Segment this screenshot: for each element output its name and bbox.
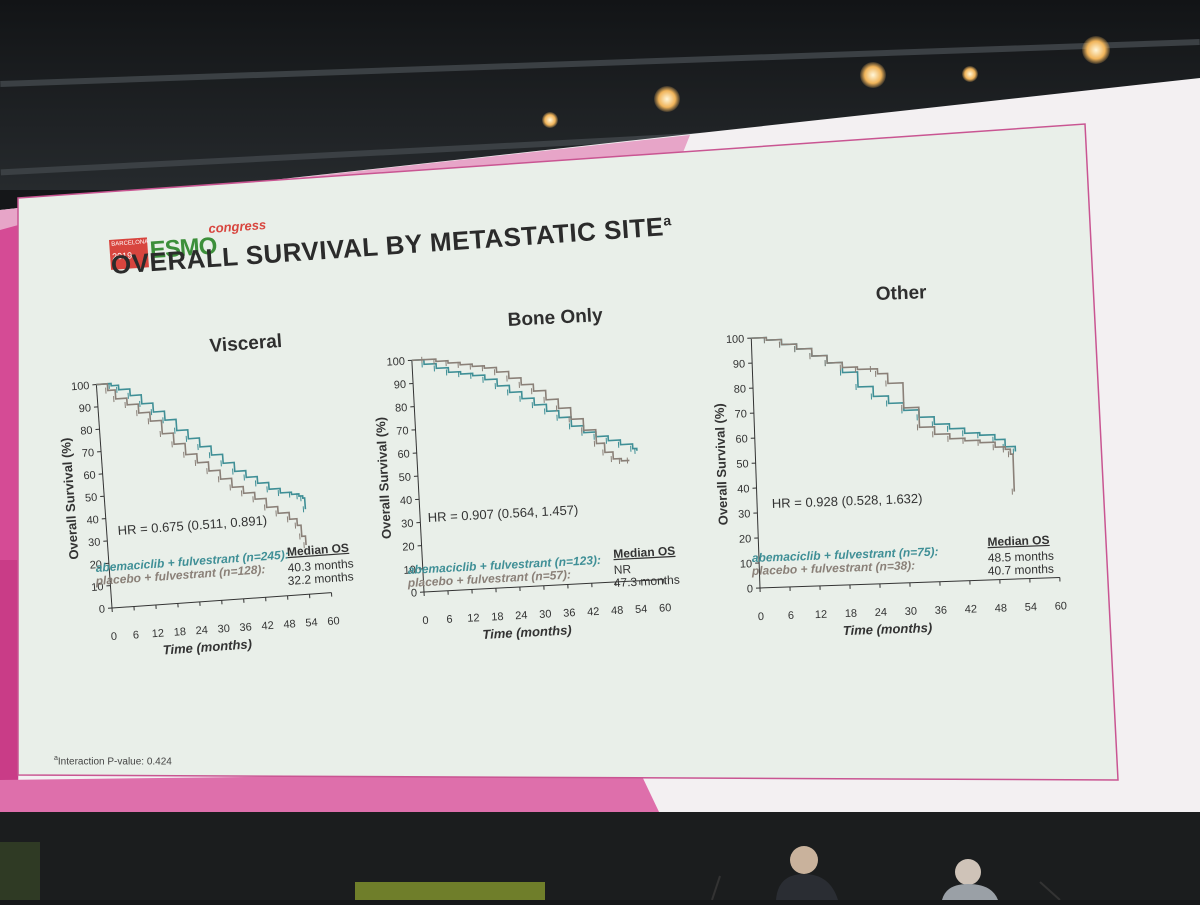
y-tick-label: 30 xyxy=(401,518,414,531)
x-tick-label: 6 xyxy=(788,610,795,622)
x-tick-label: 24 xyxy=(875,607,888,619)
x-tick-label: 48 xyxy=(995,602,1008,614)
x-tick-label: 36 xyxy=(239,621,252,634)
median-os-header: Median OS xyxy=(987,533,1049,549)
y-tick-label: 60 xyxy=(83,469,96,482)
y-tick-label: 70 xyxy=(396,425,409,438)
x-tick-label: 42 xyxy=(965,603,978,615)
x-tick-label: 12 xyxy=(815,609,828,621)
x-tick-label: 60 xyxy=(659,602,672,615)
x-tick-label: 54 xyxy=(635,603,648,616)
footnote: aInteraction P-value: 0.424 xyxy=(54,755,172,767)
hazard-ratio: HR = 0.675 (0.511, 0.891) xyxy=(117,513,267,538)
series-line-placebo xyxy=(751,329,1014,500)
stage-scene xyxy=(0,812,1200,900)
x-tick-label: 54 xyxy=(1025,601,1038,613)
x-tick-label: 0 xyxy=(111,631,118,643)
stage xyxy=(0,812,1200,900)
chart-other: 0 10 20 30 40 50 60 70 80 90 100 0 6 12 18 24 30 36 42 48 54… xyxy=(709,322,1068,642)
hazard-ratio: HR = 0.928 (0.528, 1.632) xyxy=(772,491,923,511)
x-tick-label: 6 xyxy=(132,629,139,641)
y-tick-label: 30 xyxy=(88,536,101,549)
y-tick-label: 70 xyxy=(734,408,747,420)
y-tick-label: 0 xyxy=(747,583,754,595)
median-os-header: Median OS xyxy=(613,544,676,561)
y-tick-label: 100 xyxy=(71,380,90,393)
x-tick-label: 42 xyxy=(261,620,274,633)
series-line-abemaciclib xyxy=(412,349,637,462)
y-tick-label: 90 xyxy=(394,379,407,392)
y-tick-label: 20 xyxy=(739,533,752,545)
y-tick-label: 90 xyxy=(733,358,746,370)
x-tick-label: 12 xyxy=(467,612,480,625)
x-tick-label: 0 xyxy=(758,611,765,623)
y-tick-label: 80 xyxy=(395,402,408,415)
y-tick-label: 90 xyxy=(78,402,91,415)
panel-title: Other xyxy=(875,282,927,305)
y-tick-label: 80 xyxy=(734,383,747,395)
y-tick-label: 50 xyxy=(85,492,98,505)
legend-median-value: 47.3 months xyxy=(613,573,680,590)
y-tick-label: 0 xyxy=(99,604,106,616)
x-axis-title: Time (months) xyxy=(482,622,572,642)
y-tick-label: 60 xyxy=(397,448,410,461)
x-tick-label: 18 xyxy=(173,626,186,639)
panel-title: Visceral xyxy=(209,331,283,357)
y-tick-label: 40 xyxy=(400,495,413,508)
x-tick-label: 18 xyxy=(845,608,858,620)
y-axis-title: Overall Survival (%) xyxy=(58,437,81,560)
x-tick-label: 30 xyxy=(539,608,552,621)
legend-median-value: 40.7 months xyxy=(988,562,1054,578)
x-tick-label: 48 xyxy=(283,618,296,631)
y-tick-label: 100 xyxy=(386,356,405,369)
median-os-header: Median OS xyxy=(287,541,350,559)
y-tick-label: 50 xyxy=(736,458,749,470)
x-tick-label: 30 xyxy=(905,606,918,618)
y-tick-label: 10 xyxy=(740,558,753,570)
y-tick-label: 40 xyxy=(86,514,99,527)
y-axis-title: Overall Survival (%) xyxy=(373,417,394,540)
x-tick-label: 30 xyxy=(217,623,230,636)
x-tick-label: 60 xyxy=(1054,600,1067,612)
x-tick-label: 48 xyxy=(611,605,624,618)
x-axis-title: Time (months) xyxy=(843,620,933,638)
x-tick-label: 42 xyxy=(587,606,600,619)
y-tick-label: 80 xyxy=(80,425,93,438)
y-axis-title: Overall Survival (%) xyxy=(712,403,731,526)
x-tick-label: 36 xyxy=(935,604,948,616)
panel-title: Bone Only xyxy=(507,305,603,331)
x-tick-label: 12 xyxy=(151,627,164,640)
y-tick-label: 100 xyxy=(726,333,745,346)
y-tick-label: 40 xyxy=(737,483,750,495)
x-tick-label: 24 xyxy=(515,610,528,623)
hazard-ratio: HR = 0.907 (0.564, 1.457) xyxy=(427,502,578,525)
x-tick-label: 6 xyxy=(446,614,453,626)
x-tick-label: 60 xyxy=(327,615,340,628)
y-tick-label: 70 xyxy=(82,447,95,460)
x-tick-label: 18 xyxy=(491,611,504,624)
y-tick-label: 30 xyxy=(738,508,751,520)
y-tick-label: 20 xyxy=(402,541,415,554)
x-tick-label: 0 xyxy=(422,615,429,627)
x-tick-label: 54 xyxy=(305,617,318,630)
y-tick-label: 50 xyxy=(398,472,411,485)
x-axis-title: Time (months) xyxy=(162,636,252,657)
y-tick-label: 60 xyxy=(735,433,748,445)
x-tick-label: 36 xyxy=(563,607,576,620)
x-tick-label: 24 xyxy=(195,624,208,637)
footnote-text: Interaction P-value: 0.424 xyxy=(58,756,172,767)
